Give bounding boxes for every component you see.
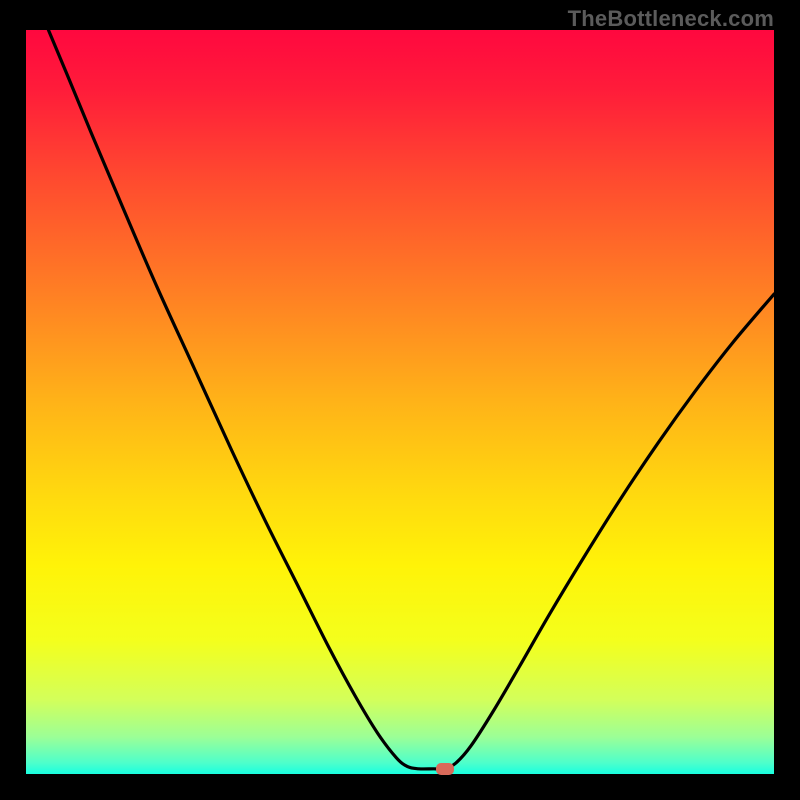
bottleneck-curve (26, 30, 774, 774)
chart-frame: TheBottleneck.com (0, 0, 800, 800)
watermark-text: TheBottleneck.com (568, 6, 774, 32)
optimum-marker (436, 763, 454, 775)
plot-area (26, 30, 774, 774)
